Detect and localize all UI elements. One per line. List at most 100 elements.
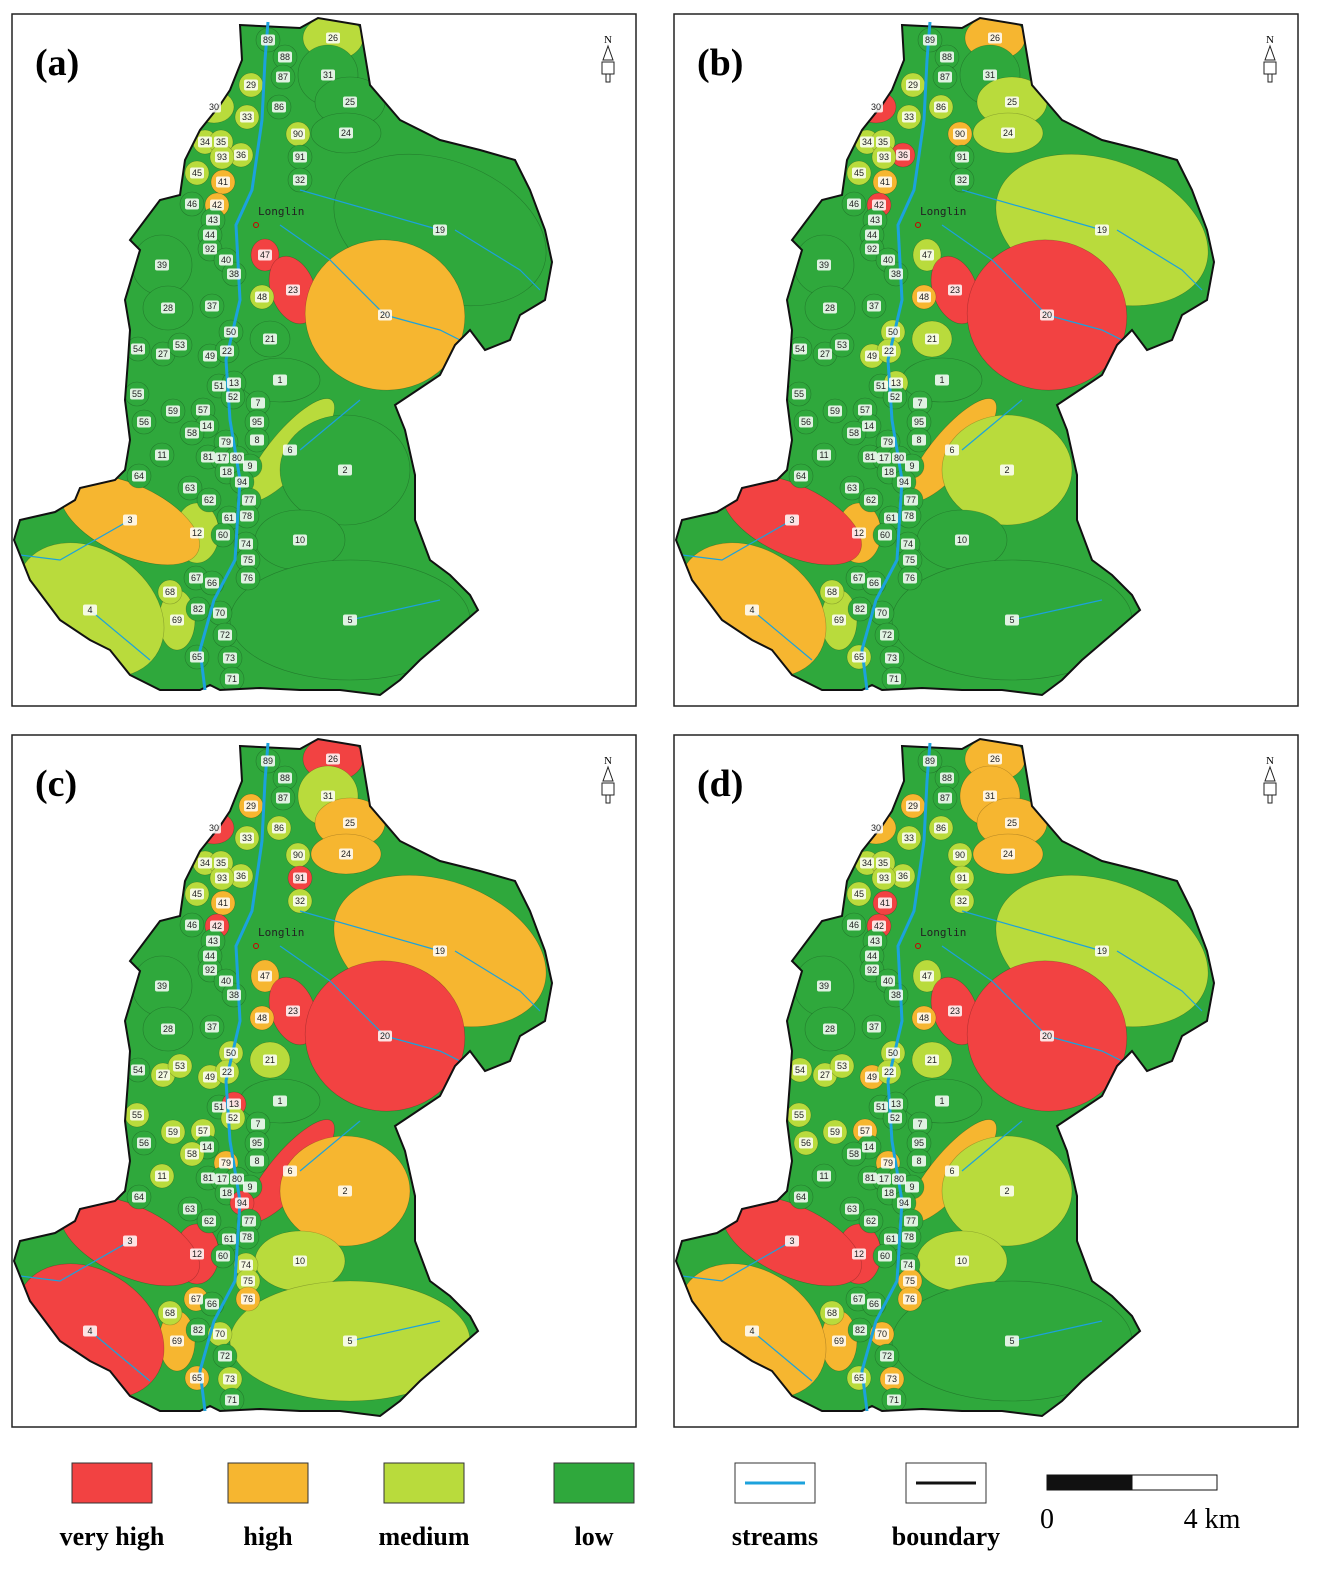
subbasin-label: 20 xyxy=(380,1031,390,1041)
label-box xyxy=(339,127,353,139)
label-box xyxy=(190,888,204,900)
label-box xyxy=(234,149,248,161)
subbasin-label: 61 xyxy=(886,1234,896,1244)
label-box xyxy=(240,1231,254,1243)
subbasin-label: 56 xyxy=(801,1138,811,1148)
main-stream xyxy=(860,742,932,1412)
label-box xyxy=(906,79,920,91)
label-box xyxy=(874,380,888,392)
subbasin-label: 61 xyxy=(224,513,234,523)
subbasin-label: 62 xyxy=(866,495,876,505)
label-box xyxy=(239,538,253,550)
tributary xyxy=(454,950,541,1012)
subbasin-label: 94 xyxy=(237,477,247,487)
label-box xyxy=(286,1005,300,1017)
subbasin-label: 3 xyxy=(789,1236,794,1246)
subbasin-label: 45 xyxy=(854,889,864,899)
subbasin-label: 17 xyxy=(879,1174,889,1184)
subbasin-label: 71 xyxy=(889,674,899,684)
label-box xyxy=(1005,817,1019,829)
label-box xyxy=(219,436,233,448)
subbasin-label: 91 xyxy=(295,152,305,162)
label-box xyxy=(860,857,874,869)
label-box xyxy=(825,586,839,598)
subbasin-label: 23 xyxy=(288,1006,298,1016)
subbasin-label: 74 xyxy=(903,539,913,549)
subbasin-label: 54 xyxy=(133,344,143,354)
label-box xyxy=(917,1012,931,1024)
subbasin-label: 76 xyxy=(905,1294,915,1304)
subbasin-label: 42 xyxy=(874,921,884,931)
subbasin-label: 79 xyxy=(883,1158,893,1168)
label-box xyxy=(321,69,335,81)
label-box xyxy=(828,405,842,417)
subbasin-label: 39 xyxy=(819,260,829,270)
label-box xyxy=(293,895,307,907)
label-box xyxy=(203,1071,217,1083)
label-box xyxy=(912,434,926,446)
subbasin-label: 63 xyxy=(185,483,195,493)
label-box xyxy=(853,1324,867,1336)
label-box xyxy=(205,1021,219,1033)
subbasin-label: 43 xyxy=(870,936,880,946)
panel-label: (a) xyxy=(35,42,79,84)
subbasin-label: 62 xyxy=(204,495,214,505)
label-box xyxy=(904,494,918,506)
town-label: Longlin xyxy=(920,926,966,939)
subbasin-label: 25 xyxy=(1007,818,1017,828)
subbasin-label: 48 xyxy=(919,1013,929,1023)
subbasin-label: 33 xyxy=(904,833,914,843)
label-box xyxy=(935,374,949,386)
subbasin-label: 90 xyxy=(955,129,965,139)
subbasin-label: 12 xyxy=(854,528,864,538)
label-box xyxy=(905,1181,919,1193)
label-box xyxy=(321,790,335,802)
legend-label: very high xyxy=(60,1522,165,1551)
label-box xyxy=(913,1118,927,1130)
subbasin-label: 25 xyxy=(345,818,355,828)
subbasin-label: 31 xyxy=(323,70,333,80)
subbasin-label: 19 xyxy=(435,225,445,235)
subbasin-label: 71 xyxy=(227,674,237,684)
label-box xyxy=(155,1170,169,1182)
label-box xyxy=(917,291,931,303)
subbasin-label: 49 xyxy=(205,351,215,361)
subbasin-label: 24 xyxy=(1003,849,1013,859)
subbasin-label: 89 xyxy=(263,35,273,45)
label-box xyxy=(865,964,879,976)
subbasin-label: 58 xyxy=(849,428,859,438)
label-box xyxy=(882,1066,896,1078)
subbasin-label: 63 xyxy=(847,483,857,493)
label-box xyxy=(163,1307,177,1319)
subbasin-label: 67 xyxy=(853,573,863,583)
label-box xyxy=(886,326,900,338)
subbasin-label: 59 xyxy=(830,1127,840,1137)
label-box xyxy=(878,176,892,188)
label-box xyxy=(867,577,881,589)
label-box xyxy=(832,1335,846,1347)
town-marker xyxy=(253,943,259,949)
label-box xyxy=(923,34,937,46)
subbasin-label: 28 xyxy=(825,1024,835,1034)
label-box xyxy=(219,975,233,987)
label-box xyxy=(794,470,808,482)
label-box xyxy=(219,254,233,266)
subbasin-label: 73 xyxy=(225,653,235,663)
label-box xyxy=(874,1101,888,1113)
label-box xyxy=(845,482,859,494)
label-box xyxy=(983,790,997,802)
subbasin-label: 6 xyxy=(287,1166,292,1176)
label-box xyxy=(940,772,954,784)
label-box xyxy=(920,970,934,982)
subbasin-label: 3 xyxy=(789,515,794,525)
label-box xyxy=(196,404,210,416)
label-box xyxy=(847,1148,861,1160)
label-box xyxy=(1095,224,1109,236)
legend-label: streams xyxy=(732,1522,818,1551)
subbasin-label: 35 xyxy=(878,858,888,868)
label-box xyxy=(988,753,1002,765)
label-box xyxy=(198,857,212,869)
subbasin-label: 18 xyxy=(222,467,232,477)
